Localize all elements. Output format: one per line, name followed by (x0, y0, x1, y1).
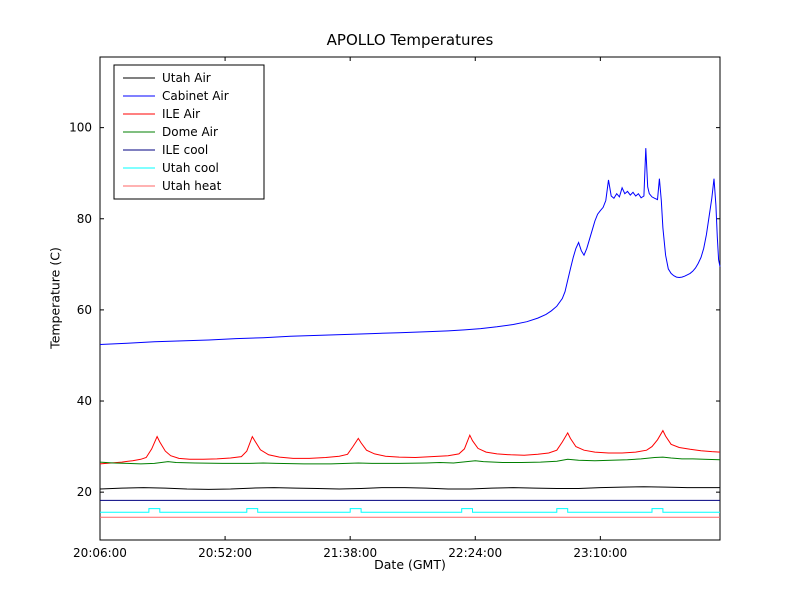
y-tick-label: 60 (77, 303, 92, 317)
y-axis-label: Temperature (C) (47, 247, 63, 349)
x-tick-label: 21:38:00 (323, 546, 377, 560)
series-line-utah-cool (100, 508, 720, 513)
legend-label-utah-air: Utah Air (162, 71, 211, 85)
legend-label-ile-air: ILE Air (162, 107, 200, 121)
series-line-cabinet-air (99, 148, 721, 345)
x-axis-label: Date (GMT) (374, 557, 446, 572)
series-line-ile-air (99, 429, 721, 465)
y-tick-label: 80 (77, 212, 92, 226)
legend-label-dome-air: Dome Air (162, 125, 218, 139)
x-tick-label: 20:52:00 (198, 546, 252, 560)
series-line-dome-air (99, 456, 721, 465)
y-tick-label: 100 (69, 121, 92, 135)
y-tick-label: 40 (77, 394, 92, 408)
legend-label-utah-heat: Utah heat (162, 179, 222, 193)
x-tick-label: 22:24:00 (448, 546, 502, 560)
x-tick-label: 23:10:00 (573, 546, 627, 560)
y-tick-label: 20 (77, 485, 92, 499)
chart-title: APOLLO Temperatures (326, 31, 494, 49)
legend-label-ile-cool: ILE cool (162, 143, 208, 157)
legend-label-utah-cool: Utah cool (162, 161, 219, 175)
x-tick-label: 20:06:00 (73, 546, 127, 560)
series-line-utah-air (99, 486, 720, 490)
legend-label-cabinet-air: Cabinet Air (162, 89, 229, 103)
